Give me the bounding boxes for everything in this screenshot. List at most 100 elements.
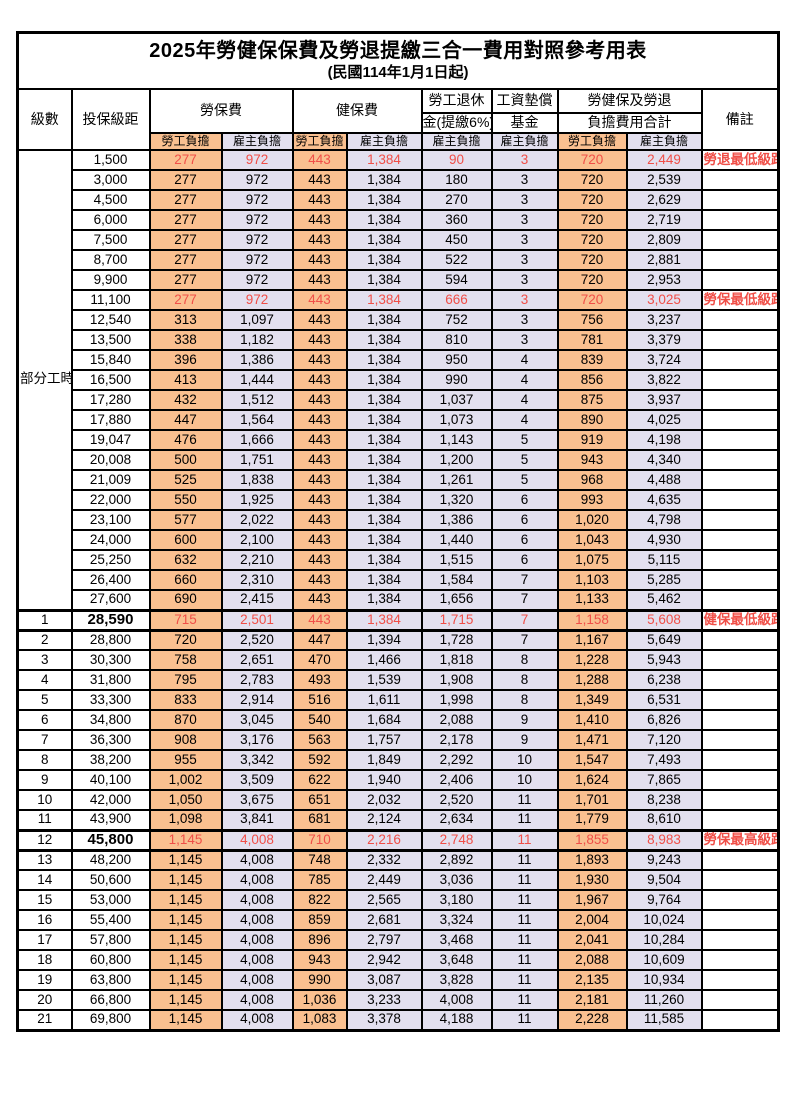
labor-employee-cell: 277 — [148, 209, 223, 231]
labor-employer-cell: 2,501 — [220, 608, 294, 632]
subheader-health-employee: 勞工負擔 — [291, 132, 348, 151]
total-employer-cell: 3,025 — [625, 289, 703, 311]
total-employer-cell: 2,719 — [625, 209, 703, 231]
bracket-cell: 63,800 — [70, 969, 151, 991]
table-row: 17,280 432 1,512 443 1,384 1,037 4 875 3,937 — [18, 389, 780, 411]
total-employer-cell: 9,243 — [625, 849, 703, 871]
health-employee-cell: 748 — [291, 849, 348, 871]
remark-cell — [700, 209, 780, 231]
labor-employer-cell: 1,564 — [220, 409, 294, 431]
labor-employee-cell: 396 — [148, 349, 223, 371]
health-employer-cell: 2,565 — [345, 889, 423, 911]
labor-employer-cell: 1,925 — [220, 489, 294, 511]
level-cell: 11 — [16, 809, 73, 831]
total-employer-cell: 7,865 — [625, 769, 703, 791]
labor-employer-cell: 2,210 — [220, 549, 294, 571]
remark-cell — [700, 769, 780, 791]
fund-employer-cell: 4 — [490, 349, 559, 371]
remark-cell — [700, 969, 780, 991]
health-employer-cell: 2,797 — [345, 929, 423, 951]
total-employer-cell: 4,340 — [625, 449, 703, 471]
labor-employer-cell: 1,666 — [220, 429, 294, 451]
bracket-cell: 42,000 — [70, 789, 151, 811]
pension-employer-cell: 1,143 — [420, 429, 493, 451]
total-employer-cell: 5,649 — [625, 629, 703, 651]
labor-employer-cell: 3,045 — [220, 709, 294, 731]
fund-employer-cell: 11 — [490, 869, 559, 891]
subheader-total-employer: 雇主負擔 — [625, 132, 703, 151]
bracket-cell: 27,600 — [70, 589, 151, 611]
labor-employee-cell: 277 — [148, 289, 223, 311]
health-employer-cell: 3,087 — [345, 969, 423, 991]
table-row: 5 33,300 833 2,914 516 1,611 1,998 8 1,349 6,531 — [16, 689, 780, 711]
health-employer-cell: 3,378 — [345, 1009, 423, 1031]
remark-cell — [700, 689, 780, 711]
pension-employer-cell: 3,468 — [420, 929, 493, 951]
bracket-cell: 30,300 — [70, 649, 151, 671]
fund-employer-cell: 11 — [490, 909, 559, 931]
health-employee-cell: 443 — [291, 389, 348, 411]
labor-employee-cell: 795 — [148, 669, 223, 691]
health-employer-cell: 1,466 — [345, 649, 423, 671]
bracket-cell: 9,900 — [70, 269, 151, 291]
fund-employer-cell: 11 — [490, 849, 559, 871]
total-employee-cell: 1,158 — [556, 608, 628, 632]
remark-cell — [700, 249, 780, 271]
pension-employer-cell: 1,908 — [420, 669, 493, 691]
fund-employer-cell: 11 — [490, 828, 559, 852]
fund-employer-cell: 11 — [490, 1009, 559, 1031]
bracket-cell: 48,200 — [70, 849, 151, 871]
pension-employer-cell: 1,656 — [420, 589, 493, 611]
table-row: 23,100 577 2,022 443 1,384 1,386 6 1,020 4,798 — [18, 509, 780, 531]
health-employee-cell: 443 — [291, 469, 348, 491]
total-employee-cell: 943 — [556, 449, 628, 471]
remark-cell — [700, 349, 780, 371]
bracket-cell: 4,500 — [70, 189, 151, 211]
health-employer-cell: 1,611 — [345, 689, 423, 711]
health-employer-cell: 2,681 — [345, 909, 423, 931]
bracket-cell: 6,000 — [70, 209, 151, 231]
total-employer-cell: 3,937 — [625, 389, 703, 411]
total-employer-cell: 2,629 — [625, 189, 703, 211]
total-employer-cell: 4,930 — [625, 529, 703, 551]
fund-employer-cell: 10 — [490, 749, 559, 771]
fund-employer-cell: 9 — [490, 729, 559, 751]
total-employee-cell: 1,967 — [556, 889, 628, 911]
remark-cell — [700, 229, 780, 251]
health-employee-cell: 443 — [291, 249, 348, 271]
total-employee-cell: 720 — [556, 209, 628, 231]
bracket-cell: 16,500 — [70, 369, 151, 391]
total-employer-cell: 2,449 — [625, 149, 703, 171]
table-row: 15,840 396 1,386 443 1,384 950 4 839 3,724 — [18, 349, 780, 371]
health-employee-cell: 443 — [291, 149, 348, 171]
pension-employer-cell: 4,008 — [420, 989, 493, 1011]
level-cell: 20 — [16, 989, 73, 1011]
fund-employer-cell: 7 — [490, 569, 559, 591]
fund-employer-cell: 11 — [490, 789, 559, 811]
fund-employer-cell: 4 — [490, 369, 559, 391]
table-row: 21 69,800 1,145 4,008 1,083 3,378 4,188 11 2,228… — [16, 1009, 780, 1031]
bracket-cell: 34,800 — [70, 709, 151, 731]
labor-employer-cell: 1,182 — [220, 329, 294, 351]
level-cell: 21 — [16, 1009, 73, 1031]
pension-employer-cell: 3,180 — [420, 889, 493, 911]
labor-employee-cell: 715 — [148, 608, 223, 632]
total-employer-cell: 2,539 — [625, 169, 703, 191]
total-employee-cell: 1,893 — [556, 849, 628, 871]
bracket-cell: 19,047 — [70, 429, 151, 451]
labor-employee-cell: 447 — [148, 409, 223, 431]
fund-employer-cell: 11 — [490, 949, 559, 971]
pension-employer-cell: 2,892 — [420, 849, 493, 871]
remark-cell — [700, 389, 780, 411]
remark-cell — [700, 589, 780, 611]
labor-employer-cell: 3,176 — [220, 729, 294, 751]
pension-employer-cell: 2,178 — [420, 729, 493, 751]
subheader-health-employer: 雇主負擔 — [345, 132, 423, 151]
labor-employer-cell: 4,008 — [220, 1009, 294, 1031]
health-employer-cell: 2,449 — [345, 869, 423, 891]
col-header-remarks: 備註 — [700, 88, 780, 151]
labor-employee-cell: 277 — [148, 169, 223, 191]
total-employee-cell: 1,075 — [556, 549, 628, 571]
labor-employer-cell: 2,310 — [220, 569, 294, 591]
labor-employer-cell: 1,512 — [220, 389, 294, 411]
